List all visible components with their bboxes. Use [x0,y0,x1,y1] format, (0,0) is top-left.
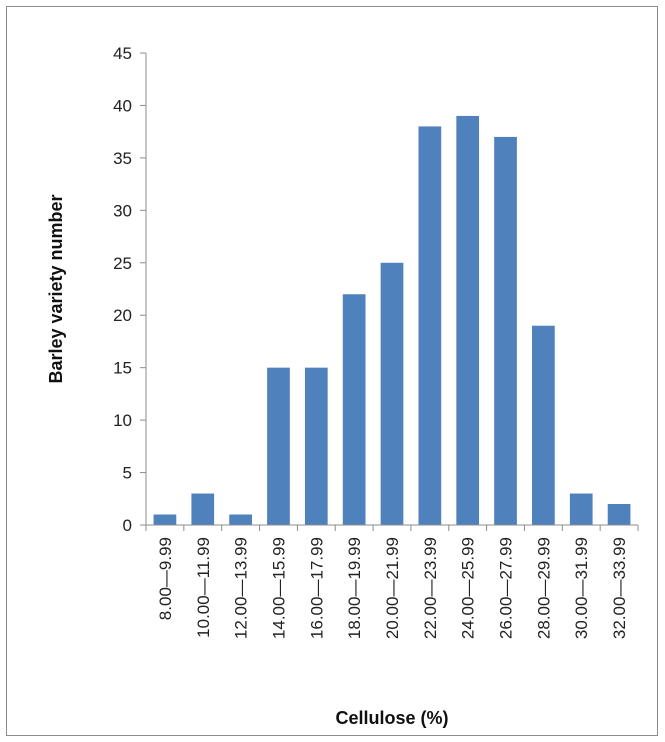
x-tick-label: 16.00—17.99 [307,537,326,639]
bars [153,115,631,525]
bar [153,514,177,525]
y-tick-label: 10 [113,411,132,430]
bar [304,367,328,525]
bar [229,514,252,525]
bar [418,126,442,525]
y-tick-label: 30 [113,201,132,220]
x-tick-label: 26.00—27.99 [497,537,516,639]
x-tick-label: 8.00—9.99 [156,537,175,620]
x-tick-label: 12.00—13.99 [232,537,251,639]
y-tick-label: 20 [113,306,132,325]
y-tick-label: 15 [113,359,132,378]
bar [191,493,215,525]
y-tick-label: 0 [123,516,132,535]
bar [569,493,593,525]
y-tick-label: 25 [113,254,132,273]
x-tick-labels: 8.00—9.99 10.00—11.99 12.00—13.99 14.00—15.… [156,537,629,639]
x-tick-label: 14.00—15.99 [269,537,288,639]
bar [267,367,290,525]
bar [607,504,631,525]
y-tick-marks [140,52,146,526]
x-tick-label: 18.00—19.99 [345,537,364,639]
y-tick-label: 5 [123,464,132,483]
y-tick-labels: 0 5 10 15 20 25 30 35 40 45 [113,44,132,535]
y-tick-label: 45 [113,44,132,63]
bar [380,262,404,525]
bar [494,136,517,525]
x-tick-label: 10.00—11.99 [194,537,213,638]
x-tick-label: 22.00—23.99 [421,537,440,639]
bar [532,325,555,525]
x-tick-label: 24.00—25.99 [459,537,478,639]
x-tick-label: 30.00—31.99 [572,537,591,639]
y-axis-title: Barley variety number [46,194,66,383]
x-tick-label: 32.00—33.99 [610,537,629,639]
x-axis-title: Cellulose (%) [335,708,448,728]
x-tick-marks [145,525,639,531]
bar [456,115,480,525]
y-tick-label: 35 [113,149,132,168]
bar [342,294,366,525]
y-tick-label: 40 [113,96,132,115]
x-tick-label: 28.00—29.99 [534,537,553,639]
x-tick-label: 20.00—21.99 [383,537,402,639]
